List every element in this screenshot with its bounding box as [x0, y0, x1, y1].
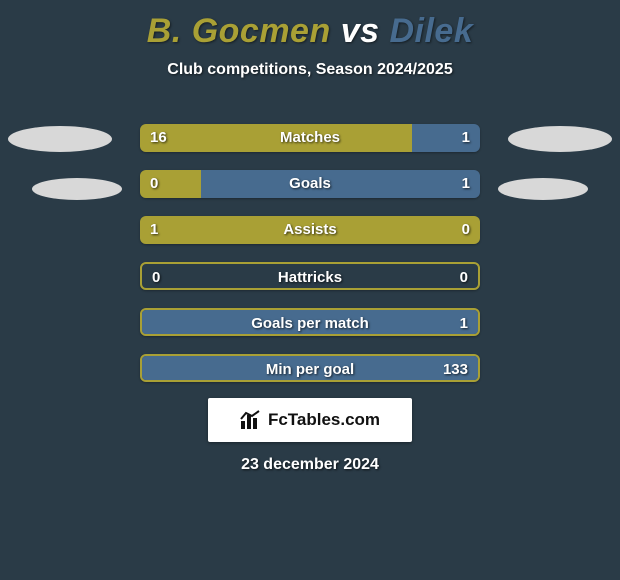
stat-bar: 161Matches: [140, 124, 480, 152]
player2-club-placeholder: [498, 178, 588, 200]
stat-bar: 1Goals per match: [140, 308, 480, 336]
brand-text: FcTables.com: [268, 410, 380, 430]
stat-label: Assists: [140, 216, 480, 244]
date-label: 23 december 2024: [0, 456, 620, 474]
player1-club-placeholder: [32, 178, 122, 200]
player1-name: B. Gocmen: [147, 12, 331, 50]
comparison-card: B. Gocmen vs Dilek Club competitions, Se…: [0, 0, 620, 580]
vs-label: vs: [341, 12, 380, 50]
stat-label: Matches: [140, 124, 480, 152]
stat-label: Goals per match: [142, 310, 478, 336]
player2-name: Dilek: [389, 12, 473, 50]
player2-avatar-placeholder: [508, 126, 612, 152]
player1-avatar-placeholder: [8, 126, 112, 152]
stat-bar: 10Assists: [140, 216, 480, 244]
stat-bar: 133Min per goal: [140, 354, 480, 382]
subtitle: Club competitions, Season 2024/2025: [0, 61, 620, 79]
stat-label: Goals: [140, 170, 480, 198]
stat-bar: 01Goals: [140, 170, 480, 198]
bar-chart-icon: [240, 410, 262, 430]
stat-label: Hattricks: [142, 264, 478, 290]
title: B. Gocmen vs Dilek: [0, 0, 620, 51]
stat-label: Min per goal: [142, 356, 478, 382]
brand-box: FcTables.com: [208, 398, 412, 442]
stat-bar: 00Hattricks: [140, 262, 480, 290]
stat-bars: 161Matches 01Goals 10Assists 00Hattricks 1Go…: [140, 124, 480, 400]
